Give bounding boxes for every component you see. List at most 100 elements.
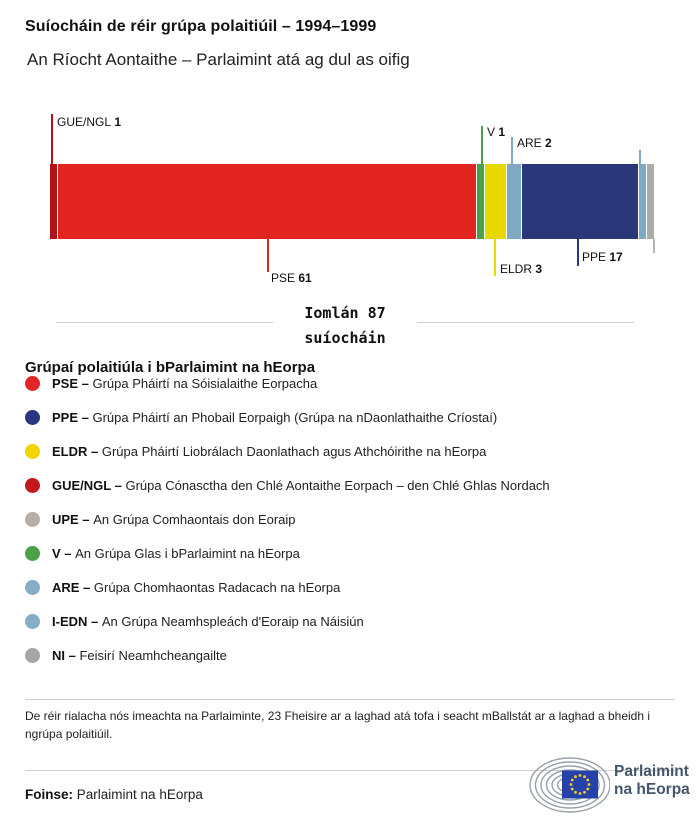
bar-label-seats-are: 2 bbox=[545, 136, 552, 150]
leader-line-ni bbox=[653, 239, 655, 253]
total-seats-line2: suíocháin bbox=[304, 329, 386, 347]
bar-segment-gue-ngl bbox=[50, 164, 57, 239]
eu-flag-star bbox=[586, 778, 590, 782]
legend-text-v: V – An Grúpa Glas i bParlaimint na hEorp… bbox=[52, 546, 300, 561]
legend-dot-ppe bbox=[25, 409, 40, 425]
legend-item-gue-ngl: GUE/NGL – Grúpa Cónasctha den Chlé Aonta… bbox=[25, 468, 675, 502]
bar-label-name-ppe: PPE bbox=[582, 250, 610, 264]
legend-text-gue-ngl: GUE/NGL – Grúpa Cónasctha den Chlé Aonta… bbox=[52, 478, 550, 493]
leader-line-are bbox=[511, 137, 513, 164]
bar-label-name-v: V bbox=[487, 125, 499, 139]
leader-line-pse bbox=[267, 239, 269, 272]
total-rule-right bbox=[417, 322, 634, 323]
page-title: Suíocháin de réir grúpa polaitiúil – 199… bbox=[25, 18, 377, 35]
legend-heading: Grúpaí polaitiúla i bParlaimint na hEorp… bbox=[25, 359, 316, 376]
bar-segment-eldr bbox=[485, 164, 506, 239]
legend-text-upe: UPE – An Grúpa Comhaontais don Eoraip bbox=[52, 512, 296, 527]
total-seats-line1: Iomlán 87 bbox=[304, 304, 386, 322]
eu-flag-star bbox=[574, 790, 577, 794]
legend-item-v: V – An Grúpa Glas i bParlaimint na hEorp… bbox=[25, 536, 675, 570]
legend-abbr-pse: PSE – bbox=[52, 375, 93, 391]
bar-segment-ppe bbox=[521, 164, 639, 239]
source-text: Parlaimint na hEorpa bbox=[76, 787, 203, 802]
stacked-bar bbox=[50, 164, 654, 239]
legend-text-i-edn: I-EDN – An Grúpa Neamhspleách d'Eoraip n… bbox=[52, 614, 364, 629]
bar-segment-ni bbox=[647, 164, 654, 239]
bar-label-seats-gue-ngl: 1 bbox=[114, 115, 122, 129]
divider-top bbox=[25, 699, 675, 700]
legend-abbr-v: V – bbox=[52, 545, 76, 561]
leader-line-v bbox=[481, 126, 483, 164]
legend-text-are: ARE – Grúpa Chomhaontas Radacach na hEor… bbox=[52, 580, 340, 595]
bar-segment-v bbox=[477, 164, 485, 239]
eu-flag-star bbox=[583, 790, 586, 794]
leader-line-ppe bbox=[577, 239, 579, 266]
bar-label-seats-pse: 61 bbox=[298, 271, 312, 285]
legend-item-eldr: ELDR – Grúpa Pháirtí Liobrálach Daonlath… bbox=[25, 434, 675, 468]
legend-desc-ppe: Grúpa Pháirtí an Phobail Eorpaigh (Grúpa… bbox=[92, 409, 498, 425]
leader-line-gue-ngl bbox=[51, 114, 53, 164]
source-label: Foinse: bbox=[25, 787, 74, 802]
legend-dot-are bbox=[25, 579, 40, 595]
legend-dot-pse bbox=[25, 375, 40, 391]
eu-flag-star bbox=[569, 783, 573, 786]
eu-flag-star bbox=[570, 787, 574, 791]
total-rule-left bbox=[56, 322, 273, 323]
legend-list: PSE – Grúpa Pháirtí na Sóisialaithe Eorp… bbox=[25, 366, 675, 672]
legend-abbr-eldr: ELDR – bbox=[52, 443, 102, 459]
eu-flag-star bbox=[586, 787, 590, 791]
bar-label-name-are: ARE bbox=[517, 136, 546, 150]
legend-abbr-i-edn: I-EDN – bbox=[52, 613, 102, 629]
bar-label-name-gue-ngl: GUE/NGL bbox=[57, 115, 115, 129]
legend-item-ppe: PPE – Grúpa Pháirtí an Phobail Eorpaigh … bbox=[25, 400, 675, 434]
bar-segment-are bbox=[506, 164, 521, 239]
legend-item-i-edn: I-EDN – An Grúpa Neamhspleách d'Eoraip n… bbox=[25, 604, 675, 638]
legend-abbr-ppe: PPE – bbox=[52, 409, 93, 425]
bar-label-seats-v: 1 bbox=[498, 125, 506, 139]
divider-bottom bbox=[25, 770, 675, 771]
legend-desc-pse: Grúpa Pháirtí na Sóisialaithe Eorpacha bbox=[92, 375, 318, 391]
legend-text-ni: NI – Feisirí Neamhcheangailte bbox=[52, 648, 227, 663]
bar-label-eldr: ELDR 3 bbox=[500, 262, 542, 276]
source-line: Foinse: Parlaimint na hEorpa bbox=[25, 787, 203, 802]
legend-dot-i-edn bbox=[25, 613, 40, 629]
legend-item-are: ARE – Grúpa Chomhaontas Radacach na hEor… bbox=[25, 570, 675, 604]
legend-desc-are: Grúpa Chomhaontas Radacach na hEorpa bbox=[93, 579, 341, 595]
bar-segment-i-edn bbox=[639, 164, 647, 239]
eu-flag-star bbox=[578, 792, 582, 795]
legend-desc-ni: Feisirí Neamhcheangailte bbox=[79, 647, 227, 663]
legend-text-ppe: PPE – Grúpa Pháirtí an Phobail Eorpaigh … bbox=[52, 410, 497, 425]
legend-dot-v bbox=[25, 545, 40, 561]
logo-wordmark: Parlaimint na hEorpa bbox=[614, 763, 690, 799]
legend-abbr-upe: UPE – bbox=[52, 511, 94, 527]
legend-abbr-are: ARE – bbox=[52, 579, 94, 595]
bar-label-name-eldr: ELDR bbox=[500, 262, 536, 276]
legend-abbr-ni: NI – bbox=[52, 647, 80, 663]
leader-line-i-edn bbox=[639, 150, 641, 164]
eu-flag-star bbox=[583, 775, 586, 779]
bar-label-seats-eldr: 3 bbox=[535, 262, 543, 276]
bar-label-gue-ngl: GUE/NGL 1 bbox=[57, 115, 121, 129]
footnote-text: De réir rialacha nós imeachta na Parlaim… bbox=[25, 709, 651, 741]
logo-line1: Parlaimint bbox=[614, 763, 689, 780]
bar-label-v: V 1 bbox=[487, 125, 505, 139]
legend-item-ni: NI – Feisirí Neamhcheangailte bbox=[25, 638, 675, 672]
legend-text-pse: PSE – Grúpa Pháirtí na Sóisialaithe Eorp… bbox=[52, 376, 317, 391]
legend-item-pse: PSE – Grúpa Pháirtí na Sóisialaithe Eorp… bbox=[25, 366, 675, 400]
legend-dot-eldr bbox=[25, 443, 40, 459]
legend-desc-eldr: Grúpa Pháirtí Liobrálach Daonlathach agu… bbox=[101, 443, 487, 459]
page-subtitle: An Ríocht Aontaithe – Parlaimint atá ag … bbox=[27, 50, 410, 69]
legend-desc-v: An Grúpa Glas i bParlaimint na hEorpa bbox=[75, 545, 300, 561]
bar-label-pse: PSE 61 bbox=[271, 271, 312, 285]
bar-label-ppe: PPE 17 bbox=[582, 250, 623, 264]
european-parliament-logo: Parlaimint na hEorpa bbox=[528, 754, 700, 816]
legend-abbr-gue-ngl: GUE/NGL – bbox=[52, 477, 126, 493]
legend-dot-ni bbox=[25, 647, 40, 663]
legend-dot-gue-ngl bbox=[25, 477, 40, 493]
legend-desc-upe: An Grúpa Comhaontais don Eoraip bbox=[93, 511, 296, 527]
bar-label-seats-ppe: 17 bbox=[609, 250, 623, 264]
bar-label-name-pse: PSE bbox=[271, 271, 299, 285]
bar-segment-pse bbox=[57, 164, 477, 239]
legend-text-eldr: ELDR – Grúpa Pháirtí Liobrálach Daonlath… bbox=[52, 444, 486, 459]
